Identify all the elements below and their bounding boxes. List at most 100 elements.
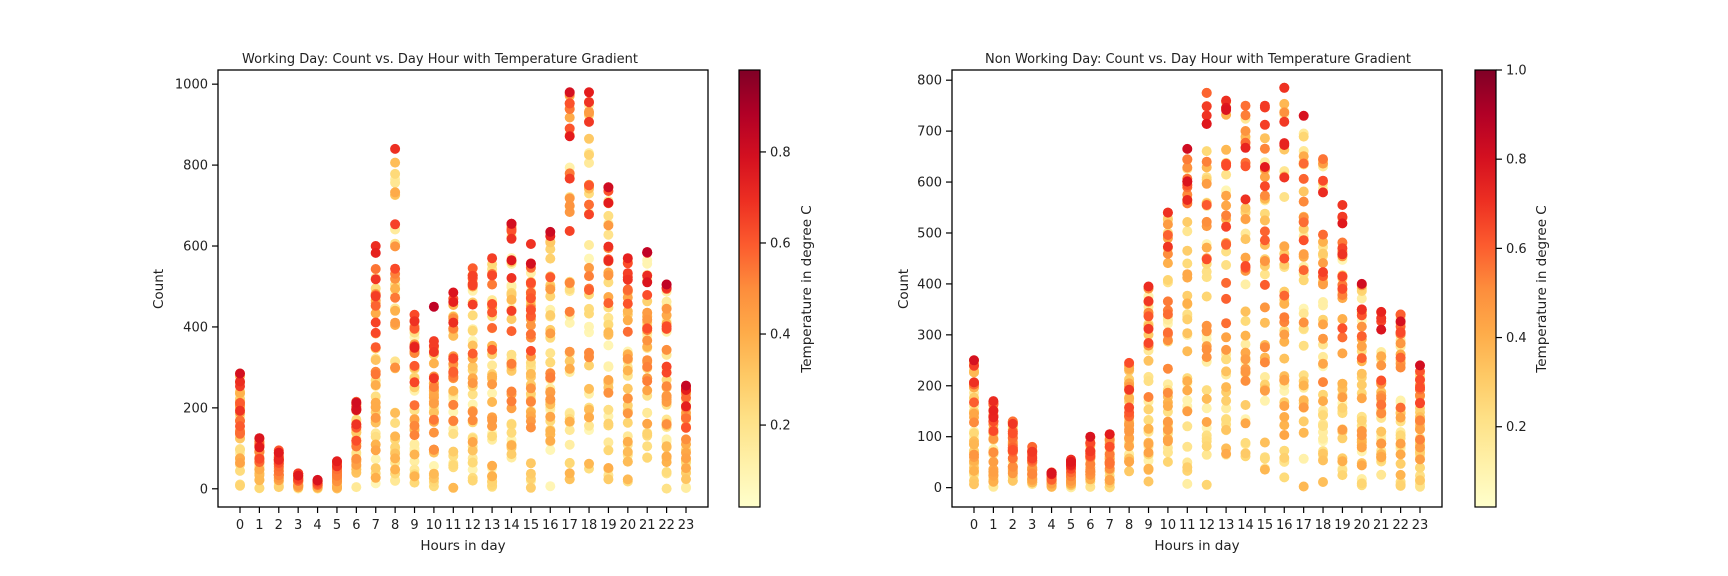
data-point bbox=[1182, 328, 1193, 339]
data-point bbox=[428, 468, 439, 479]
data-point bbox=[525, 293, 536, 304]
data-point bbox=[1201, 334, 1212, 345]
data-point bbox=[1298, 249, 1309, 260]
data-point bbox=[254, 453, 265, 464]
data-point bbox=[409, 323, 420, 334]
data-point bbox=[1240, 306, 1251, 317]
data-point bbox=[622, 253, 633, 264]
data-point bbox=[1240, 448, 1251, 459]
data-point bbox=[428, 301, 439, 312]
data-point bbox=[545, 253, 556, 264]
data-point bbox=[1240, 339, 1251, 350]
data-point bbox=[564, 112, 575, 123]
data-point bbox=[1162, 258, 1173, 269]
data-point bbox=[1298, 217, 1309, 228]
data-point bbox=[1259, 395, 1270, 406]
x-tick-label: 16 bbox=[542, 518, 559, 533]
colorbar-tick-label: 0.6 bbox=[1506, 242, 1527, 257]
non-working-day-x-ticks: 0 1 2 3 4 5 6 7 8 9 10 11 12 13 14 15 16 17 18 19 20 21 22 23 bbox=[970, 507, 1428, 533]
data-point bbox=[545, 394, 556, 405]
data-point bbox=[1201, 393, 1212, 404]
data-point bbox=[370, 454, 381, 465]
data-point bbox=[584, 133, 594, 144]
data-point bbox=[1162, 296, 1173, 307]
data-point bbox=[1240, 100, 1251, 111]
data-point bbox=[351, 419, 362, 430]
data-point bbox=[1376, 306, 1387, 317]
data-point bbox=[467, 389, 478, 400]
data-point bbox=[370, 317, 381, 328]
data-point bbox=[506, 358, 517, 369]
data-point bbox=[1201, 110, 1212, 121]
data-point bbox=[661, 483, 672, 494]
data-point bbox=[448, 385, 459, 396]
data-point bbox=[428, 427, 439, 438]
x-tick-label: 22 bbox=[658, 518, 675, 533]
x-tick-label: 4 bbox=[1047, 518, 1055, 533]
data-point bbox=[1395, 352, 1406, 363]
y-tick-label: 0 bbox=[934, 481, 942, 496]
data-point bbox=[487, 323, 498, 333]
y-tick-label: 400 bbox=[917, 277, 942, 292]
data-point bbox=[428, 373, 439, 384]
working-day-x-label: Hours in day bbox=[420, 538, 505, 554]
y-tick-label: 800 bbox=[917, 74, 942, 89]
data-point bbox=[1298, 395, 1309, 406]
x-tick-label: 13 bbox=[484, 518, 501, 533]
data-point bbox=[603, 463, 614, 473]
x-tick-label: 22 bbox=[1392, 518, 1409, 533]
data-point bbox=[487, 270, 498, 281]
data-point bbox=[1318, 175, 1328, 186]
data-point bbox=[487, 307, 498, 318]
data-point bbox=[370, 355, 381, 365]
data-point bbox=[1085, 459, 1096, 470]
y-tick-label: 0 bbox=[200, 482, 208, 497]
y-tick-label: 200 bbox=[183, 401, 208, 416]
data-point bbox=[254, 475, 265, 486]
data-point bbox=[1085, 431, 1096, 442]
data-point bbox=[1279, 401, 1290, 411]
data-point bbox=[1298, 317, 1309, 328]
y-tick-label: 500 bbox=[917, 226, 942, 241]
data-point bbox=[564, 200, 575, 211]
data-point bbox=[467, 378, 478, 389]
data-point bbox=[1182, 154, 1193, 165]
data-point bbox=[603, 340, 614, 351]
data-point bbox=[1395, 449, 1406, 460]
data-point bbox=[1318, 248, 1328, 259]
data-point bbox=[1298, 453, 1309, 464]
data-point bbox=[235, 421, 245, 432]
data-point bbox=[1415, 442, 1425, 453]
data-point bbox=[235, 457, 245, 468]
data-point bbox=[428, 407, 439, 418]
data-point bbox=[1318, 455, 1328, 466]
data-point bbox=[1415, 462, 1425, 473]
data-point bbox=[506, 294, 517, 305]
data-point bbox=[584, 271, 594, 282]
data-point bbox=[409, 471, 420, 482]
data-point bbox=[1395, 309, 1406, 320]
data-point bbox=[1221, 160, 1232, 171]
data-point bbox=[1143, 463, 1154, 474]
data-point bbox=[988, 405, 999, 416]
data-point bbox=[1162, 456, 1173, 467]
data-point bbox=[409, 360, 420, 371]
data-point bbox=[487, 371, 498, 382]
x-tick-label: 19 bbox=[1334, 518, 1351, 533]
data-point bbox=[661, 303, 672, 314]
data-point bbox=[1007, 475, 1018, 486]
data-point bbox=[1240, 418, 1251, 429]
data-point bbox=[390, 464, 401, 475]
data-point bbox=[1259, 437, 1270, 448]
data-point bbox=[661, 451, 672, 462]
data-point bbox=[370, 412, 381, 423]
data-point bbox=[661, 279, 672, 290]
data-point bbox=[448, 399, 459, 410]
data-point bbox=[370, 291, 381, 302]
data-point bbox=[525, 396, 536, 407]
data-point bbox=[1279, 374, 1290, 385]
data-point bbox=[1143, 355, 1154, 366]
data-point bbox=[661, 381, 672, 392]
data-point bbox=[1201, 325, 1212, 336]
